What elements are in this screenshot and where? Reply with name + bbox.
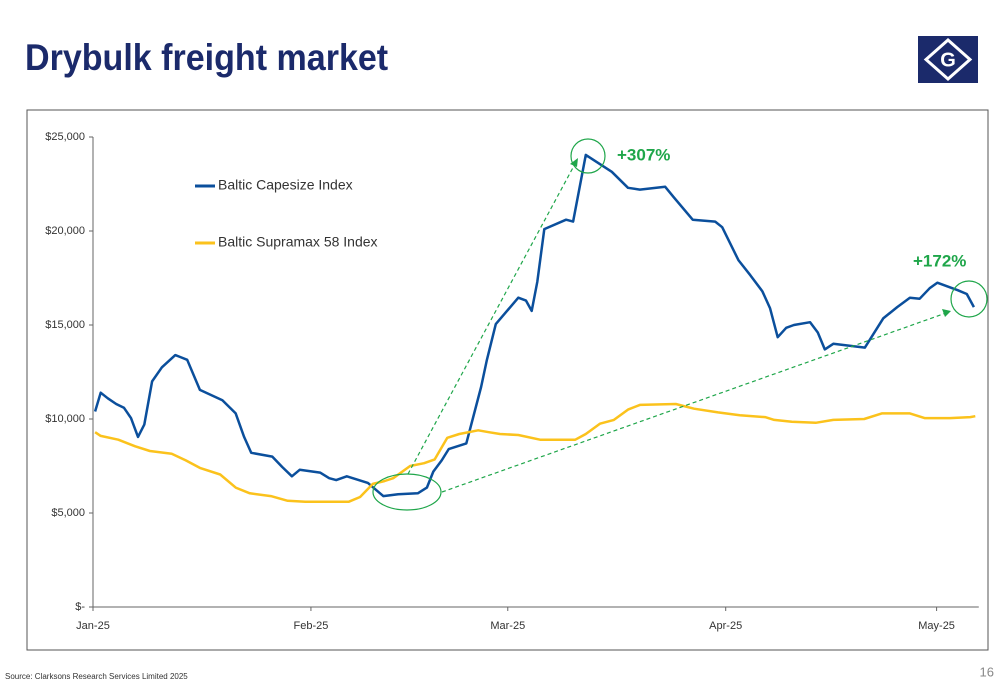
annotation: +307% [617, 145, 670, 164]
series-line [93, 153, 975, 498]
slide-title: Drybulk freight market [25, 36, 388, 78]
legend-label: Baltic Capesize Index [218, 177, 353, 193]
highlight-circle [950, 280, 988, 318]
plot: $- $5,000 $10,000 $15,000 $20,000 $25,000 Jan-… [45, 131, 979, 632]
x-tick-label: May-25 [918, 620, 955, 632]
legend-label: Baltic Supramax 58 Index [218, 234, 378, 250]
y-tick-label: $5,000 [51, 507, 85, 519]
highlight-circle [570, 138, 606, 174]
x-tick-label: Jan-25 [76, 620, 110, 632]
highlight-circle [372, 473, 442, 511]
logo-letter: G [940, 49, 956, 71]
x-tick-label: Feb-25 [294, 620, 329, 632]
logo-diamond [923, 37, 973, 82]
source-note: Source: Clarksons Research Services Limi… [5, 672, 188, 681]
chart-frame [26, 109, 989, 651]
x-tick-label: Mar-25 [490, 620, 525, 632]
logo: G [918, 36, 978, 83]
page-number: 16 [980, 664, 994, 679]
y-tick-label: $- [75, 601, 85, 613]
arrowhead [570, 158, 578, 167]
y-tick-label: $20,000 [45, 225, 85, 237]
annotation: +172% [913, 251, 966, 270]
arrow [407, 161, 577, 475]
x-tick-label: Apr-25 [709, 620, 742, 632]
series-line [94, 402, 976, 503]
y-tick-label: $25,000 [45, 131, 85, 143]
arrow [441, 312, 947, 493]
arrowhead [942, 309, 951, 317]
y-tick-label: $10,000 [45, 413, 85, 425]
y-tick-label: $15,000 [45, 319, 85, 331]
annotation-shapes [372, 138, 988, 511]
